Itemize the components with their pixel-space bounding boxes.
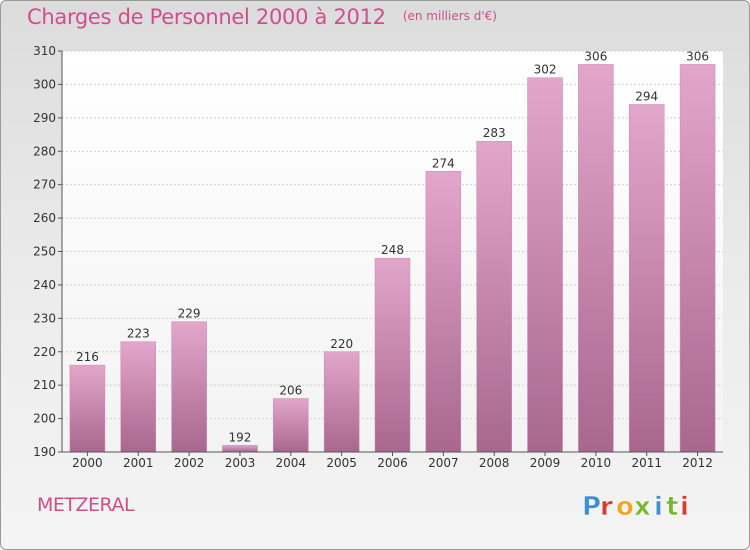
x-tick-label: 2011 [631,456,662,470]
x-tick-label: 2010 [581,456,612,470]
bar [120,341,157,453]
bar-value-label: 192 [229,430,252,444]
chart-header: Charges de Personnel 2000 à 2012 (en mil… [27,5,497,29]
logo-letter: o [616,492,634,522]
city-name: METZERAL [37,494,135,516]
y-tick-label: 190 [33,445,56,459]
logo-letter: x [634,492,651,522]
bar-value-label: 283 [483,126,506,140]
x-tick-label: 2004 [276,456,307,470]
chart-subtitle: (en milliers d'€) [402,9,497,23]
x-tick-label: 2009 [530,456,561,470]
x-tick-label: 2007 [428,456,459,470]
logo-letter: P [582,492,601,522]
y-tick-label: 310 [33,44,56,58]
x-tick-label: 2002 [174,456,205,470]
bar [425,171,462,453]
x-tick-label: 2008 [479,456,510,470]
proxiti-logo: Pr o x i t i [582,492,690,523]
x-tick-label: 2005 [326,456,357,470]
bar [578,64,614,453]
bar-value-label: 216 [76,350,99,364]
bar [323,351,360,453]
bar-value-label: 302 [534,63,557,77]
logo-letter: t [666,492,678,522]
bar-value-label: 306 [584,49,607,63]
y-tick-label: 290 [33,111,56,125]
y-tick-label: 280 [33,144,56,158]
y-tick-label: 270 [33,178,56,192]
bar-value-label: 220 [330,337,353,351]
y-tick-label: 200 [33,412,56,426]
y-tick-label: 300 [33,77,56,91]
bar [679,64,716,453]
bar-value-label: 229 [178,307,201,321]
bar [527,77,563,453]
x-tick-label: 2012 [682,456,713,470]
bar [171,321,207,453]
y-tick-label: 210 [33,378,56,392]
bar [222,445,258,453]
y-tick-label: 250 [33,245,56,259]
bar-value-label: 206 [279,384,302,398]
y-tick-label: 220 [33,345,56,359]
x-tick-label: 2000 [72,456,103,470]
bar [374,257,411,453]
chart-title: Charges de Personnel 2000 à 2012 [27,5,386,29]
x-tick-label: 2006 [377,456,408,470]
logo-letter: i [654,492,663,522]
bar [273,398,309,453]
x-tick-label: 2001 [123,456,154,470]
y-tick-label: 260 [33,211,56,225]
bar [69,364,106,453]
bar [476,140,512,453]
bar-value-label: 248 [381,243,404,257]
bar-value-label: 223 [127,327,150,341]
logo-letter: r [600,492,613,522]
bar-value-label: 294 [635,89,658,103]
bar-value-label: 274 [432,156,455,170]
x-tick-label: 2003 [225,456,256,470]
logo-letter: i [680,492,689,522]
bar-value-label: 306 [686,49,709,63]
y-tick-label: 230 [33,311,56,325]
y-tick-label: 240 [33,278,56,292]
bar [628,104,665,453]
